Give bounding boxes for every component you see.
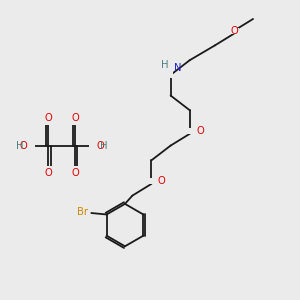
Bar <box>146 178 157 184</box>
Text: O: O <box>71 113 79 124</box>
Bar <box>229 28 239 34</box>
Text: O: O <box>71 168 79 178</box>
Bar <box>184 128 195 134</box>
Text: O: O <box>158 176 166 186</box>
Bar <box>24 142 34 149</box>
Bar <box>43 119 54 125</box>
Bar <box>89 142 99 149</box>
Bar <box>70 119 80 125</box>
Text: O: O <box>196 126 204 136</box>
Text: O: O <box>44 113 52 124</box>
Text: O: O <box>20 141 27 151</box>
Text: H: H <box>16 141 23 151</box>
Text: O: O <box>44 168 52 178</box>
Text: Br: Br <box>77 206 88 217</box>
Bar <box>70 166 80 172</box>
Bar <box>43 166 54 172</box>
Text: N: N <box>174 63 182 73</box>
Text: O: O <box>96 141 104 151</box>
Text: H: H <box>100 141 107 151</box>
Text: O: O <box>230 26 238 36</box>
Text: H: H <box>161 61 168 70</box>
Bar <box>162 72 173 78</box>
